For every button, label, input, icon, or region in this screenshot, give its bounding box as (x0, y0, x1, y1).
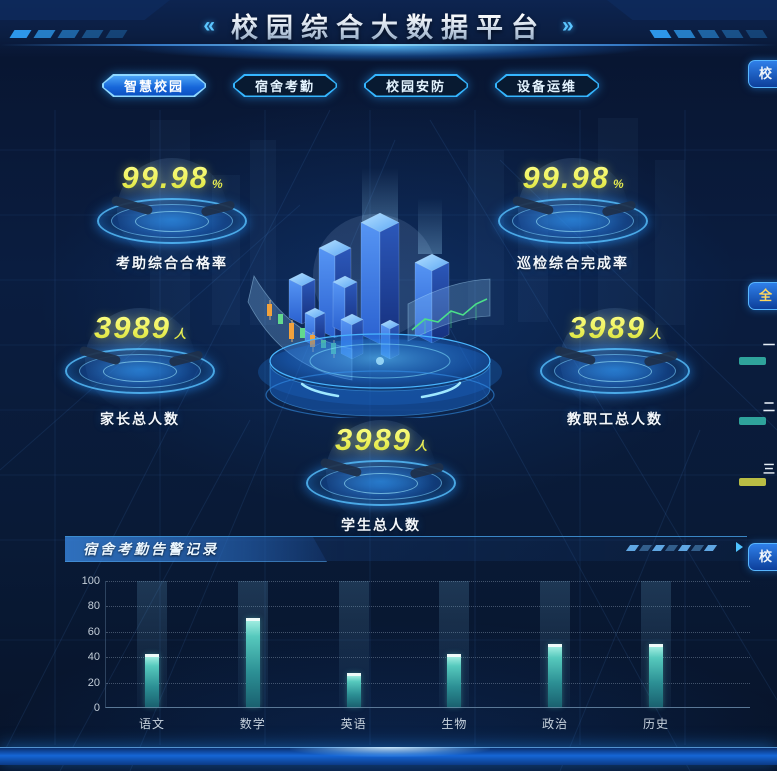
rank-item-2-bar (739, 417, 766, 425)
stat-value: 3989 (569, 310, 646, 345)
bar-政治 (548, 643, 563, 707)
y-axis-tick: 80 (87, 600, 100, 613)
stat-unit: 人 (414, 439, 427, 453)
rank-item-2-label: 二 (763, 400, 776, 414)
y-axis-tick: 20 (87, 676, 100, 689)
x-axis-label: 政治 (542, 717, 569, 731)
chart-panel-header-cap (65, 537, 327, 562)
rank-item-1-label: 一 (763, 338, 776, 352)
header-glow-line (0, 44, 777, 46)
header-center-glow (120, 46, 657, 62)
stat-total-students: 3989 人 学生总人数 (291, 420, 471, 535)
x-axis-label: 历史 (642, 717, 669, 731)
stat-label: 考助综合合格率 (116, 255, 228, 271)
tab-device-ops[interactable]: 设备运维 (495, 74, 599, 97)
y-axis-tick: 60 (87, 625, 100, 638)
header-dashes-icon (625, 545, 718, 551)
y-axis-tick: 0 (93, 702, 100, 714)
platform-rings-icon (294, 457, 468, 514)
platform-rings-icon (85, 195, 259, 252)
platform-rings-icon (528, 345, 702, 402)
chevron-left-icon: « (203, 13, 215, 37)
chart-panel-title: 宿舍考勤告警记录 (83, 541, 219, 557)
tab-smart-campus[interactable]: 智慧校园 (102, 74, 206, 97)
stat-total-staff: 3989 人 教职工总人数 (525, 308, 705, 429)
stat-value: 99.98 (121, 160, 209, 195)
stat-unit: 人 (173, 327, 186, 341)
x-axis-label: 生物 (441, 717, 468, 731)
bottom-glow-bar (0, 747, 777, 765)
stat-unit: % (612, 177, 624, 191)
y-axis-tick: 100 (81, 575, 100, 587)
chevron-right-icon: » (562, 13, 574, 37)
bar-历史 (649, 643, 663, 707)
rank-item-3-bar (739, 478, 766, 486)
stat-value: 3989 (94, 310, 171, 345)
gridline (106, 682, 750, 684)
center-3d-visualization (247, 168, 502, 418)
gridline (106, 606, 750, 608)
stat-value: 3989 (335, 422, 412, 457)
stat-label: 巡检综合完成率 (517, 255, 629, 271)
x-axis-label: 数学 (239, 717, 266, 731)
bar-生物 (447, 653, 462, 707)
stat-label: 学生总人数 (341, 517, 421, 533)
header-corner-right (607, 0, 777, 20)
page-title: 校园综合大数据平台 (231, 6, 546, 45)
stat-label: 教职工总人数 (567, 411, 663, 427)
chart-panel-header: 宿舍考勤告警记录 (65, 536, 747, 561)
right-panel-stub-top: 校 (748, 60, 777, 88)
x-axis-label: 语文 (138, 717, 165, 731)
bar-数学 (245, 618, 260, 707)
gridline (106, 631, 750, 633)
platform-rings-icon (486, 195, 660, 252)
bar-chart-plot: 0 20 40 60 80 100 语文 数学 英语 生物 政治 历史 (82, 575, 750, 731)
rank-item-3-label: 三 (763, 462, 776, 476)
stat-unit: 人 (648, 327, 661, 341)
gridline (106, 581, 750, 582)
tab-dorm-attendance[interactable]: 宿舍考勤 (233, 74, 337, 97)
stat-inspection-completion-rate: 99.98% 巡检综合完成率 (483, 158, 663, 273)
right-panel-stub-middle: 全 (748, 282, 777, 310)
stat-total-parents: 3989 人 家长总人数 (50, 308, 230, 429)
stat-attendance-pass-rate: 99.98% 考助综合合格率 (82, 158, 262, 273)
bar-英语 (346, 672, 361, 707)
x-axis-label: 英语 (340, 717, 367, 731)
stat-label: 家长总人数 (100, 411, 180, 427)
gridline (106, 657, 750, 659)
rank-item-1-bar (739, 357, 766, 365)
header-corner-left (0, 0, 170, 20)
stat-value: 99.98 (522, 160, 610, 195)
bar-语文 (145, 653, 159, 707)
y-axis-tick: 40 (87, 651, 100, 664)
stat-unit: % (211, 177, 223, 191)
header-triangle-icon (736, 542, 743, 552)
tab-bar: 智慧校园 宿舍考勤 校园安防 设备运维 (102, 74, 662, 97)
line-chart-icon (411, 298, 488, 334)
platform-rings-icon (53, 345, 227, 402)
bottom-bar-flare (290, 747, 490, 757)
right-panel-stub-bottom: 校 (748, 543, 777, 571)
tab-campus-security[interactable]: 校园安防 (364, 74, 468, 97)
page-header: « 校园综合大数据平台 » (0, 0, 777, 62)
